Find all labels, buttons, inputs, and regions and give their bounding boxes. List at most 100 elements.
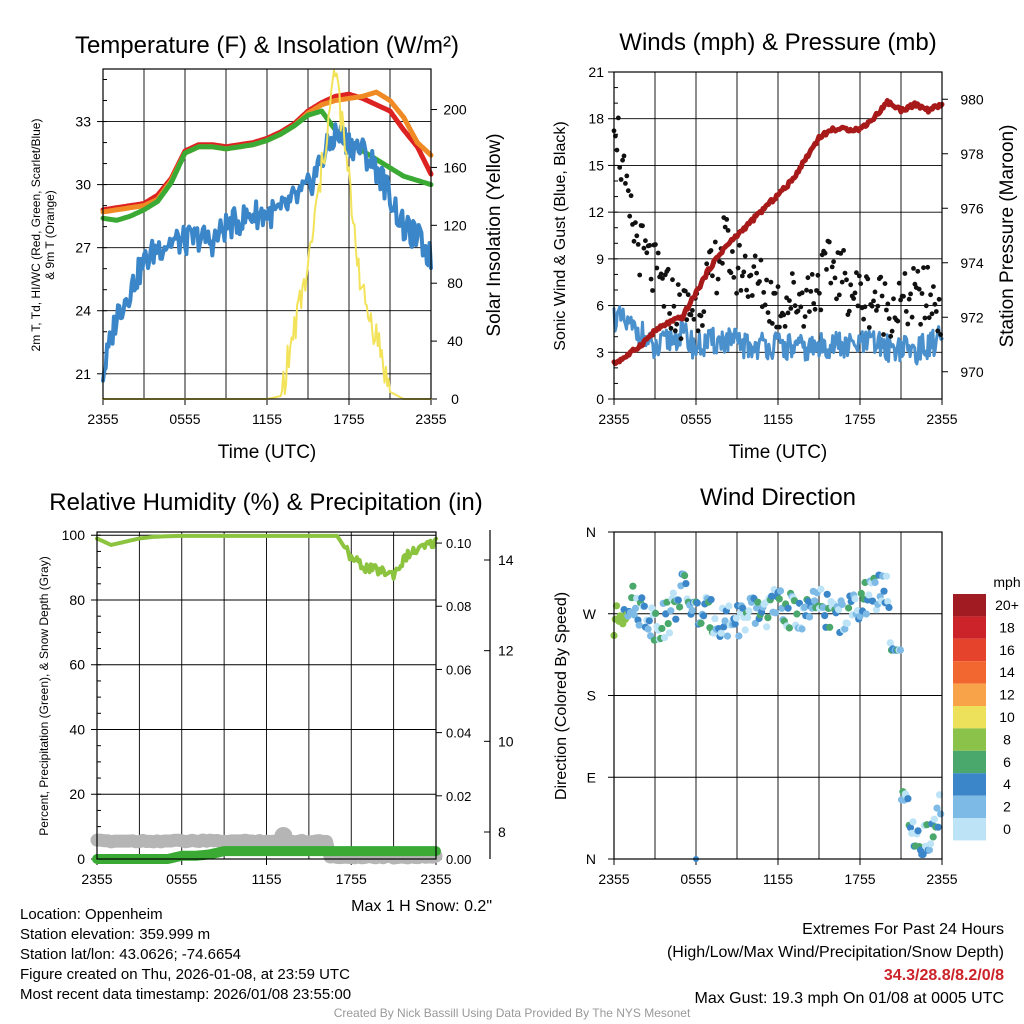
direction-point bbox=[904, 795, 912, 803]
temp-ytick-label: 30 bbox=[75, 177, 91, 193]
direction-point bbox=[793, 610, 801, 618]
gust-point bbox=[715, 276, 721, 282]
winds-ylabel: Sonic Wind & Gust (Blue, Black) bbox=[552, 121, 569, 350]
gust-point bbox=[834, 296, 839, 302]
humidity-ytick-label: 60 bbox=[69, 657, 85, 673]
gust-point bbox=[661, 304, 667, 309]
direction-point bbox=[851, 595, 859, 603]
gust-point bbox=[861, 316, 866, 322]
gust-point bbox=[758, 257, 764, 263]
winds-ytick-label: 21 bbox=[588, 64, 604, 80]
winds-xlabel: Time (UTC) bbox=[729, 442, 828, 463]
direction-point bbox=[927, 840, 935, 848]
direction-point bbox=[935, 791, 944, 799]
speed-legend-swatch bbox=[953, 818, 986, 841]
gust-point bbox=[788, 306, 794, 311]
temperature-title: Temperature (F) & Insolation (W/m²) bbox=[75, 32, 459, 59]
gust-point bbox=[891, 296, 896, 302]
winds-ytick-label: 12 bbox=[588, 204, 604, 220]
direction-point bbox=[823, 590, 831, 598]
gust-point bbox=[614, 147, 620, 153]
gust-point bbox=[824, 267, 829, 272]
humidity-ylabel: Percent, Precipitation (Green), & Snow D… bbox=[37, 556, 51, 835]
direction-point bbox=[725, 602, 733, 610]
winds-ytick-label: 0 bbox=[596, 391, 604, 407]
snow-depth-point bbox=[274, 827, 293, 845]
direction-point bbox=[884, 597, 892, 606]
gust-point bbox=[671, 303, 677, 309]
direction-point bbox=[635, 621, 643, 629]
gust-point bbox=[731, 275, 737, 280]
gust-point bbox=[932, 301, 938, 307]
gust-point bbox=[781, 312, 787, 318]
speed-legend-label: 4 bbox=[1003, 776, 1011, 792]
direction-point bbox=[886, 639, 894, 647]
gust-point bbox=[640, 223, 645, 229]
speed-legend-swatch bbox=[953, 773, 986, 796]
series-hi-wc-line bbox=[101, 122, 433, 383]
gust-point bbox=[670, 277, 675, 283]
temperature-panel: Temperature (F) & Insolation (W/m²) Time… bbox=[29, 32, 505, 463]
temp-frame bbox=[102, 68, 432, 400]
gust-point bbox=[875, 303, 881, 309]
gust-point bbox=[748, 272, 754, 278]
gust-point bbox=[749, 293, 755, 298]
gust-point bbox=[855, 303, 861, 309]
winds-title: Winds (mph) & Pressure (mb) bbox=[619, 29, 936, 56]
gust-point bbox=[838, 251, 844, 256]
direction-point bbox=[775, 595, 783, 603]
speed-legend-swatch bbox=[953, 795, 986, 818]
gust-point bbox=[728, 270, 734, 276]
gust-point bbox=[923, 303, 929, 309]
direction-point bbox=[707, 596, 715, 604]
direction-point bbox=[845, 604, 853, 612]
direction-point bbox=[631, 604, 640, 613]
speed-legend-label: 14 bbox=[999, 664, 1015, 680]
temp-xtick-label: 1155 bbox=[252, 411, 282, 427]
gust-point bbox=[856, 273, 862, 279]
gust-point bbox=[851, 296, 856, 301]
direction-point bbox=[805, 613, 814, 621]
speed-legend-swatch bbox=[953, 616, 986, 639]
gust-point bbox=[615, 115, 621, 121]
direction-point bbox=[896, 646, 905, 654]
direction-point bbox=[817, 585, 825, 593]
gust-point bbox=[691, 316, 697, 322]
gust-point bbox=[739, 273, 745, 279]
direction-point bbox=[693, 599, 701, 607]
gust-point bbox=[628, 193, 634, 199]
gust-point bbox=[862, 304, 868, 310]
direction-point bbox=[741, 626, 749, 634]
direction-point bbox=[717, 629, 725, 637]
gust-point bbox=[714, 290, 720, 296]
direction-point bbox=[669, 589, 677, 597]
direction-ytick-label: N bbox=[586, 524, 596, 540]
winds-ytick-label: 9 bbox=[596, 251, 604, 267]
direction-point bbox=[800, 603, 809, 612]
gust-point bbox=[701, 309, 707, 315]
direction-ytick-label: N bbox=[586, 851, 596, 867]
temp-xtick-label: 1755 bbox=[333, 411, 364, 427]
extremes-legend: (High/Low/Max Wind/Precipitation/Snow De… bbox=[666, 944, 1004, 961]
speed-legend-label: 18 bbox=[999, 619, 1015, 635]
gust-point bbox=[915, 268, 921, 274]
humidity-title: Relative Humidity (%) & Precipitation (i… bbox=[49, 489, 482, 516]
extremes-block: Extremes For Past 24 Hours (High/Low/Max… bbox=[667, 918, 1004, 1010]
precip-ytick-label: 0.02 bbox=[446, 789, 471, 804]
direction-point bbox=[930, 815, 939, 823]
direction-point bbox=[880, 587, 888, 595]
gust-point bbox=[839, 279, 845, 285]
speed-legend-swatch bbox=[953, 661, 986, 684]
solar-ytick-label: 80 bbox=[447, 275, 463, 291]
gust-point bbox=[918, 321, 923, 327]
gust-point bbox=[672, 328, 678, 334]
gust-point bbox=[704, 261, 710, 267]
gust-point bbox=[752, 253, 758, 259]
gust-point bbox=[903, 309, 909, 314]
direction-point bbox=[771, 609, 780, 617]
speed-legend-label: 0 bbox=[1003, 821, 1011, 837]
gust-point bbox=[772, 290, 778, 296]
gust-point bbox=[798, 304, 804, 310]
direction-point bbox=[745, 607, 753, 615]
gust-point bbox=[906, 296, 912, 302]
